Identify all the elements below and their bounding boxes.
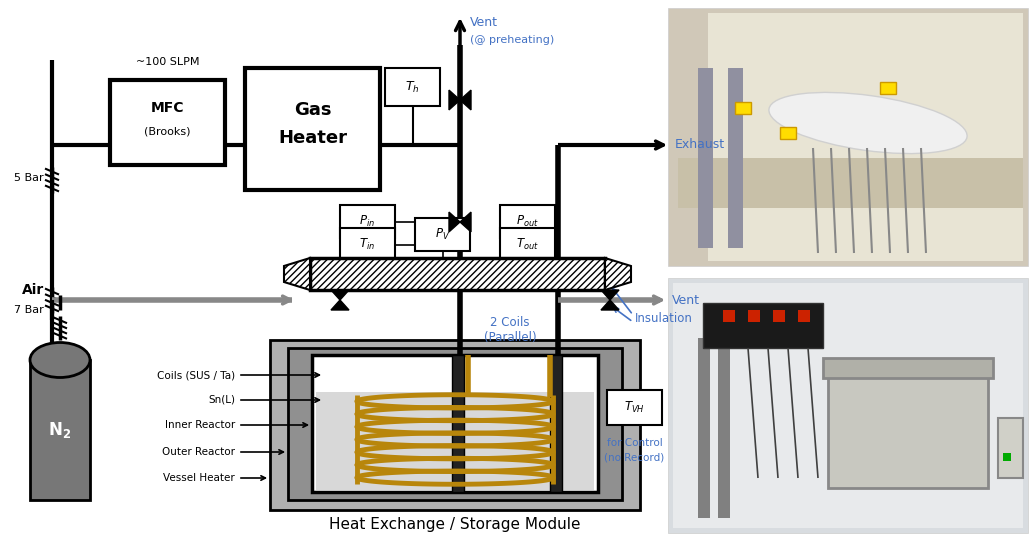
Bar [340, 205, 395, 238]
Bar [708, 13, 1023, 261]
Bar [1003, 453, 1011, 461]
Bar [500, 205, 555, 238]
Text: Gas: Gas [294, 101, 332, 119]
Polygon shape [449, 90, 460, 110]
Text: $P_{out}$: $P_{out}$ [516, 214, 539, 229]
Bar [310, 258, 605, 290]
Bar [880, 82, 896, 94]
Text: Inner Reactor: Inner Reactor [165, 420, 235, 430]
Text: 7 Bar: 7 Bar [15, 305, 44, 315]
Bar [340, 228, 395, 261]
Text: 5 Bar: 5 Bar [15, 173, 44, 183]
Bar [312, 355, 598, 492]
Text: $T_{out}$: $T_{out}$ [516, 237, 539, 252]
Text: Vent: Vent [672, 294, 700, 307]
Text: for Control: for Control [607, 438, 662, 448]
Text: $P_V$: $P_V$ [435, 227, 450, 242]
Text: $T_h$: $T_h$ [405, 80, 420, 95]
Text: (no Record): (no Record) [604, 453, 665, 463]
Bar [30, 360, 90, 500]
Text: ~100 SLPM: ~100 SLPM [136, 57, 199, 67]
Bar [385, 68, 440, 106]
Polygon shape [601, 300, 618, 310]
Bar [668, 8, 1028, 266]
Bar [288, 348, 622, 500]
Polygon shape [605, 258, 631, 290]
Bar [698, 338, 710, 518]
Text: Coils (SUS / Ta): Coils (SUS / Ta) [156, 370, 235, 380]
Bar [698, 68, 713, 248]
Bar [500, 228, 555, 261]
Bar [673, 283, 1023, 528]
Text: $T_{VH}$: $T_{VH}$ [624, 400, 644, 415]
Bar [798, 310, 810, 322]
Text: Outer Reactor: Outer Reactor [162, 447, 235, 457]
Bar [773, 310, 785, 322]
Bar [452, 355, 464, 492]
Bar [998, 418, 1023, 478]
Text: Heat Exchange / Storage Module: Heat Exchange / Storage Module [329, 518, 581, 533]
Bar [607, 390, 662, 425]
Bar [823, 358, 992, 378]
Text: Sn(L): Sn(L) [208, 395, 235, 405]
Bar [668, 278, 1028, 533]
Polygon shape [601, 290, 618, 300]
Text: Vent: Vent [470, 16, 498, 29]
Bar [110, 80, 225, 165]
Bar [718, 338, 730, 518]
Polygon shape [330, 290, 349, 300]
Bar [780, 127, 796, 139]
Text: $\mathbf{N_2}$: $\mathbf{N_2}$ [49, 420, 71, 440]
Bar [728, 68, 743, 248]
Bar [735, 102, 751, 114]
Text: Heater: Heater [278, 129, 347, 147]
Ellipse shape [30, 343, 90, 378]
Text: Exhaust: Exhaust [675, 138, 725, 152]
Text: (@ preheating): (@ preheating) [470, 35, 554, 45]
Text: Insulation: Insulation [635, 312, 693, 324]
Ellipse shape [769, 93, 967, 153]
Bar [316, 392, 594, 490]
Text: Air: Air [22, 283, 44, 297]
Polygon shape [284, 258, 310, 290]
Polygon shape [330, 300, 349, 310]
Bar [828, 368, 988, 488]
Polygon shape [460, 212, 471, 232]
Text: MFC: MFC [151, 101, 184, 115]
Text: Vessel Heater: Vessel Heater [164, 473, 235, 483]
Text: $P_{in}$: $P_{in}$ [359, 214, 375, 229]
Text: 2 Coils
(Parallel): 2 Coils (Parallel) [484, 316, 537, 344]
Text: $T_{in}$: $T_{in}$ [359, 237, 376, 252]
Bar [270, 340, 640, 510]
Text: (Brooks): (Brooks) [144, 127, 191, 137]
Bar [678, 158, 1023, 208]
Bar [244, 68, 380, 190]
Bar [415, 218, 470, 251]
Polygon shape [460, 90, 471, 110]
Bar [550, 355, 562, 492]
Bar [723, 310, 735, 322]
Bar [703, 303, 823, 348]
Bar [748, 310, 760, 322]
Polygon shape [449, 212, 460, 232]
